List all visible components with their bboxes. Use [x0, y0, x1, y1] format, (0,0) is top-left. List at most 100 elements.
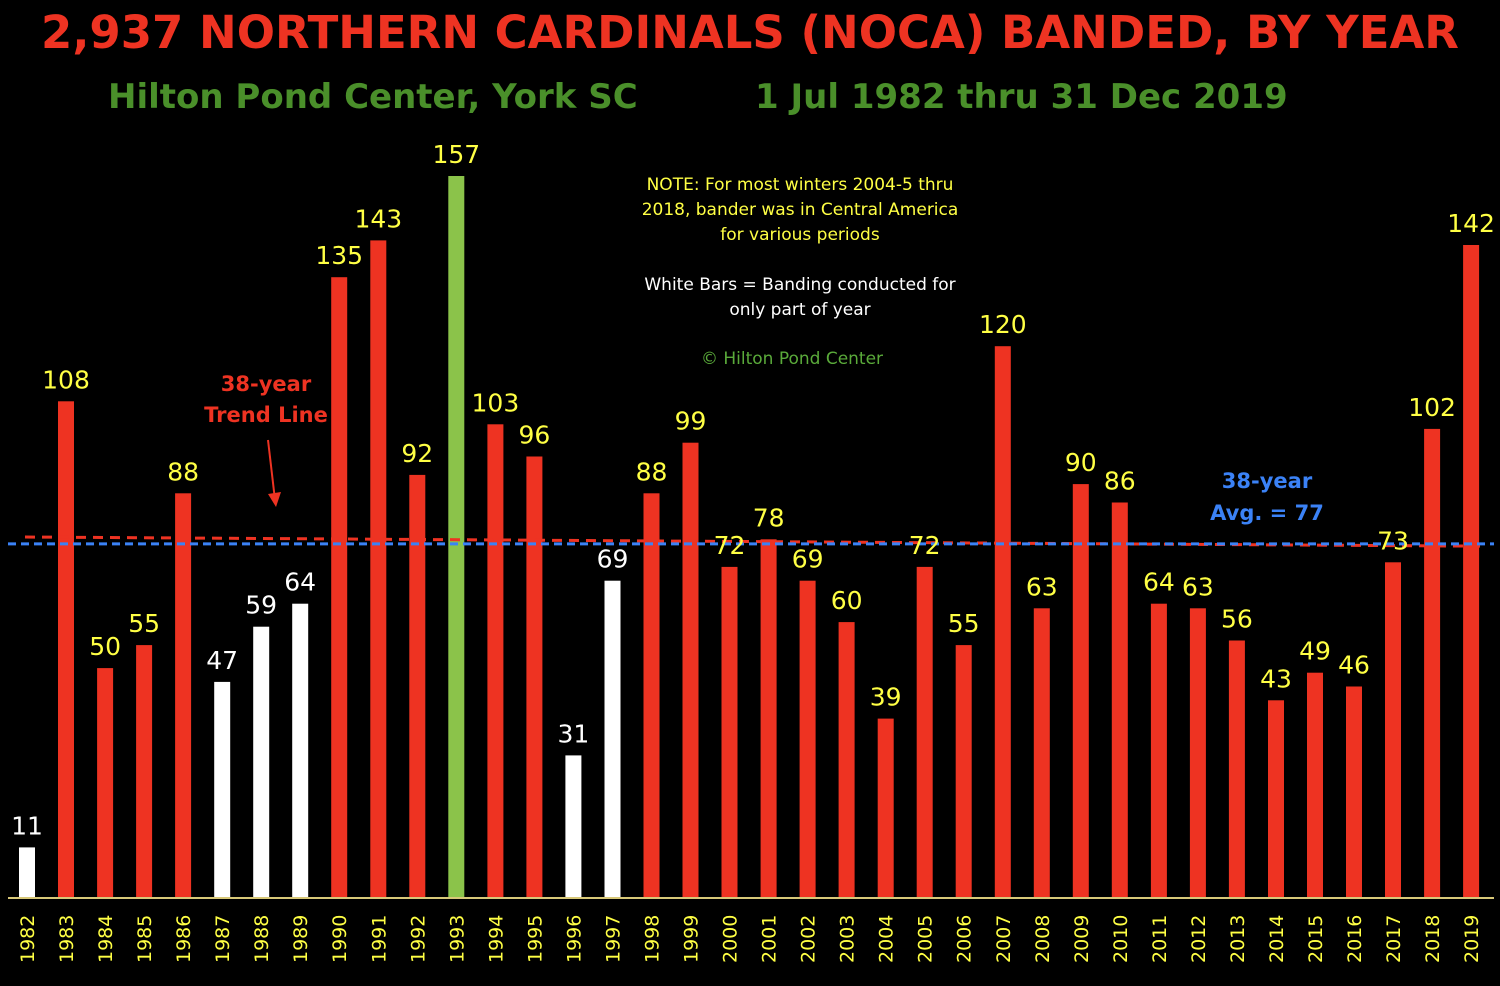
bar-2012 — [1189, 608, 1206, 898]
x-tick-1984: 1984 — [95, 915, 117, 963]
x-tick-1994: 1994 — [485, 915, 507, 963]
x-tick-2017: 2017 — [1383, 915, 1405, 963]
bars-group — [19, 176, 1480, 898]
bar-1985 — [136, 645, 153, 898]
bar-1993 — [448, 176, 465, 898]
data-label-2010: 86 — [1104, 467, 1136, 496]
data-label-2015: 49 — [1299, 637, 1331, 666]
x-tick-1990: 1990 — [329, 915, 351, 963]
data-label-1983: 108 — [42, 365, 90, 394]
x-tick-2008: 2008 — [1032, 915, 1054, 963]
bar-2003 — [838, 622, 855, 898]
x-tick-labels: 1982 1983 1984 1985 1986 1987 1988 1989 1990 1991… — [17, 915, 1483, 963]
x-tick-2010: 2010 — [1110, 915, 1132, 963]
bar-1984 — [97, 668, 114, 898]
bar-1996 — [565, 755, 582, 898]
trend-arrow-head — [268, 492, 281, 507]
trend-label-line-2: Trend Line — [204, 403, 328, 427]
data-label-2016: 46 — [1338, 651, 1370, 680]
bar-2016 — [1346, 686, 1362, 898]
average-annotation: 38-year Avg. = 77 — [1210, 469, 1324, 525]
bar-1991 — [370, 240, 387, 898]
average-label-line-1: 38-year — [1222, 469, 1313, 493]
reference-lines — [8, 535, 1494, 548]
x-tick-2000: 2000 — [720, 915, 742, 963]
bar-2013 — [1228, 640, 1245, 898]
bar-2011 — [1150, 603, 1167, 898]
x-tick-2006: 2006 — [954, 915, 976, 963]
data-label-1998: 88 — [636, 457, 668, 486]
data-label-1999: 99 — [675, 407, 707, 436]
x-tick-1995: 1995 — [524, 915, 546, 963]
x-tick-1997: 1997 — [603, 915, 625, 963]
data-labels: 1110850558847596413514392157103963169889… — [11, 140, 1495, 840]
x-tick-1991: 1991 — [368, 915, 390, 963]
bar-1995 — [526, 456, 543, 898]
data-label-2012: 63 — [1182, 572, 1214, 601]
bar-1992 — [409, 474, 426, 898]
bar-2010 — [1111, 502, 1128, 898]
data-label-1990: 135 — [315, 241, 363, 270]
data-label-2007: 120 — [979, 310, 1027, 339]
data-label-2014: 43 — [1260, 664, 1292, 693]
bar-1994 — [487, 424, 504, 898]
bar-2019 — [1463, 245, 1480, 898]
data-label-2000: 72 — [714, 531, 746, 560]
x-tick-1999: 1999 — [681, 915, 703, 963]
chart-title: 2,937 NORTHERN CARDINALS (NOCA) BANDED, … — [41, 6, 1459, 59]
bar-1998 — [643, 493, 660, 898]
bar-1983 — [58, 401, 74, 898]
x-tick-1998: 1998 — [642, 915, 664, 963]
bar-2014 — [1268, 700, 1284, 898]
data-label-1982: 11 — [11, 811, 43, 840]
x-tick-1987: 1987 — [212, 915, 234, 963]
data-label-1994: 103 — [472, 388, 520, 417]
x-tick-2007: 2007 — [993, 915, 1015, 963]
bar-2000 — [721, 566, 738, 898]
x-tick-2012: 2012 — [1188, 915, 1210, 963]
x-tick-1986: 1986 — [173, 915, 195, 963]
bar-2007 — [994, 346, 1011, 898]
note-line-4: White Bars = Banding conducted for — [644, 275, 955, 295]
data-label-1984: 50 — [89, 632, 121, 661]
x-tick-1992: 1992 — [407, 915, 429, 963]
data-label-1992: 92 — [401, 439, 433, 468]
bar-1988 — [253, 626, 270, 898]
data-label-2006: 55 — [948, 609, 980, 638]
bar-2008 — [1033, 608, 1050, 898]
x-tick-2003: 2003 — [837, 915, 859, 963]
bar-2004 — [877, 718, 894, 898]
trend-line — [24, 535, 1486, 548]
copyright-note: © Hilton Pond Center — [701, 349, 883, 369]
note-line-5: only part of year — [729, 300, 870, 320]
x-tick-2016: 2016 — [1344, 915, 1366, 963]
data-label-2017: 73 — [1377, 526, 1409, 555]
note-line-1: NOTE: For most winters 2004-5 thru — [647, 175, 954, 195]
data-label-1989: 64 — [284, 568, 316, 597]
data-label-2004: 39 — [870, 683, 902, 712]
bar-2017 — [1385, 562, 1401, 898]
trend-arrow-shaft — [267, 439, 276, 501]
data-label-2009: 90 — [1065, 448, 1097, 477]
x-tick-2004: 2004 — [876, 915, 898, 963]
bar-1999 — [682, 442, 699, 898]
bar-2015 — [1307, 672, 1323, 898]
data-label-2003: 60 — [831, 586, 863, 615]
data-label-1993: 157 — [432, 140, 480, 169]
average-label-line-2: Avg. = 77 — [1210, 501, 1324, 525]
x-tick-2001: 2001 — [759, 915, 781, 963]
x-tick-1985: 1985 — [134, 915, 156, 963]
x-tick-2018: 2018 — [1422, 915, 1444, 963]
x-tick-1996: 1996 — [563, 915, 585, 963]
note-line-2: 2018, bander was in Central America — [642, 200, 959, 220]
x-tick-2009: 2009 — [1071, 915, 1093, 963]
data-label-2001: 78 — [753, 503, 785, 532]
data-label-1997: 69 — [597, 545, 629, 574]
x-tick-2014: 2014 — [1266, 915, 1288, 963]
bar-1989 — [292, 603, 309, 898]
notes-box: NOTE: For most winters 2004-5 thru 2018,… — [642, 175, 959, 369]
chart-subtitle-dates: 1 Jul 1982 thru 31 Dec 2019 — [755, 77, 1288, 117]
x-tick-2015: 2015 — [1305, 915, 1327, 963]
x-tick-1988: 1988 — [251, 915, 273, 963]
note-line-3: for various periods — [720, 225, 880, 245]
